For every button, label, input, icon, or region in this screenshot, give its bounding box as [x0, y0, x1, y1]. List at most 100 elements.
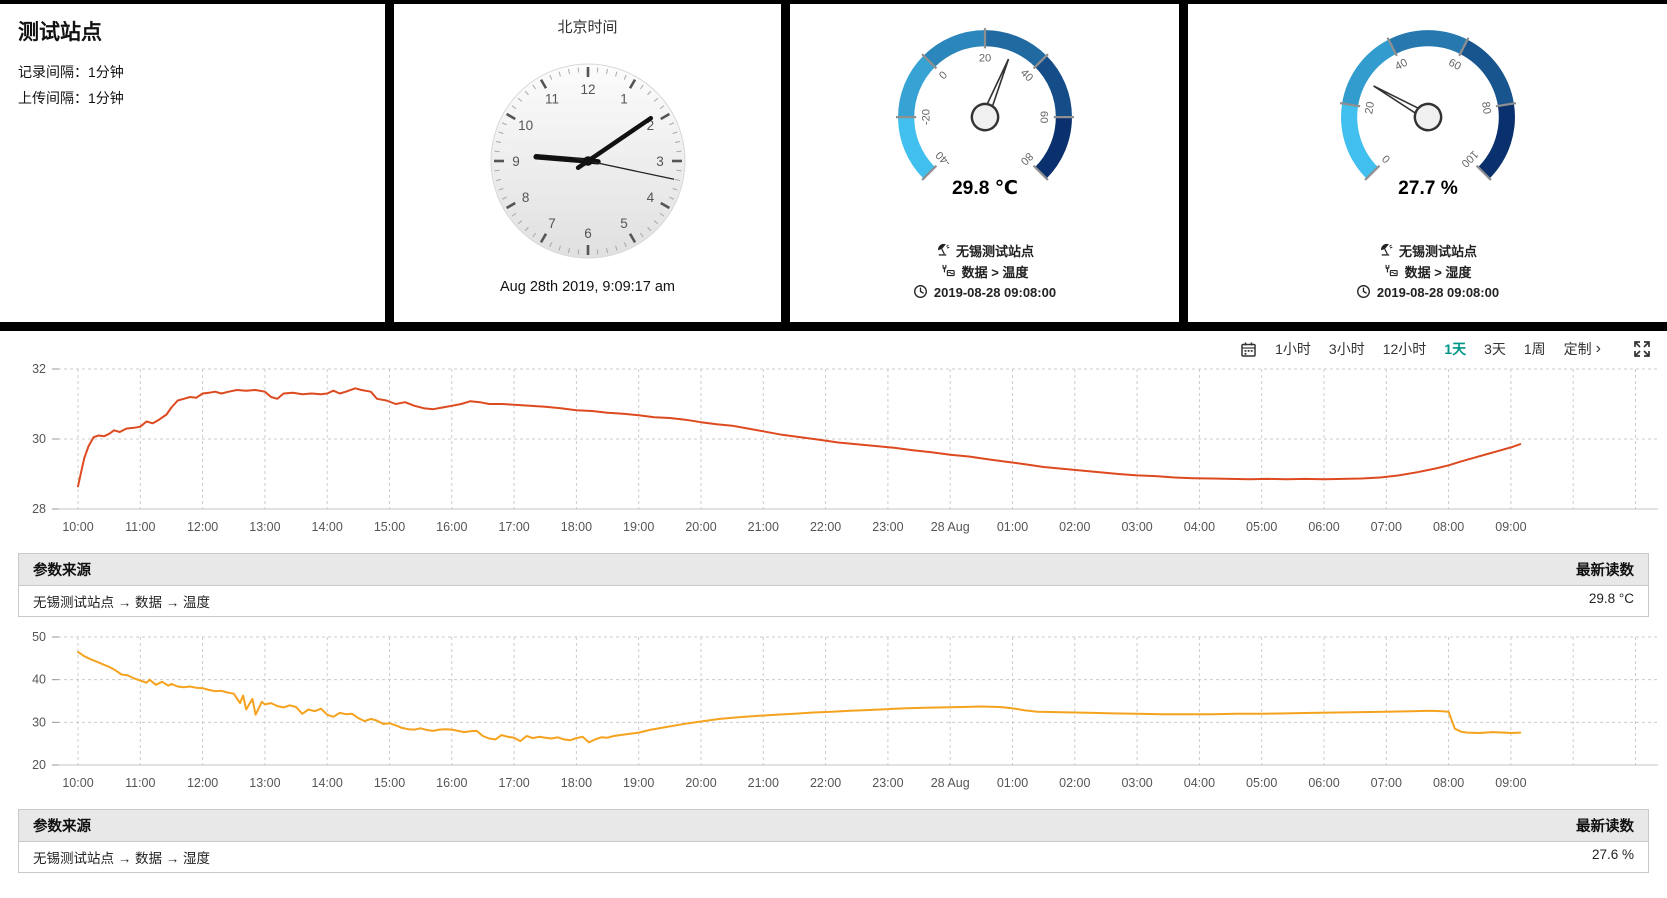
source-header: 参数来源 — [33, 563, 91, 579]
svg-text:04:00: 04:00 — [1184, 520, 1215, 534]
upload-interval-label: 上传间隔：1分钟 — [18, 90, 124, 106]
svg-text:19:00: 19:00 — [623, 776, 654, 790]
svg-text:07:00: 07:00 — [1371, 776, 1402, 790]
svg-text:17:00: 17:00 — [498, 776, 529, 790]
time-range-toolbar: 1小时 3小时 12小时 1天 3天 1周 定制 › — [0, 331, 1667, 361]
svg-text:40: 40 — [1017, 67, 1034, 84]
temperature-gauge-meta: 无锡测试站点 数据 > 温度 2019-08-28 09:08:00 — [913, 240, 1056, 303]
range-1w-button[interactable]: 1周 — [1523, 341, 1546, 357]
svg-text:07:00: 07:00 — [1371, 520, 1402, 534]
svg-text:22:00: 22:00 — [810, 520, 841, 534]
svg-text:10:00: 10:00 — [62, 520, 93, 534]
gauge-timestamp: 2019-08-28 09:08:00 — [933, 285, 1057, 300]
gauge-site-label: 无锡测试站点 — [955, 244, 1034, 259]
svg-text:16:00: 16:00 — [436, 520, 467, 534]
svg-text:4: 4 — [646, 190, 654, 205]
svg-text:19:00: 19:00 — [623, 520, 654, 534]
table-header: 参数来源 最新读数 — [19, 554, 1648, 586]
svg-text:28: 28 — [32, 502, 46, 516]
gauge-source-label: 数据 > 湿度 — [1404, 265, 1472, 280]
svg-text:9: 9 — [512, 154, 520, 169]
table-header: 参数来源 最新读数 — [19, 810, 1648, 842]
temperature-chart: 32 30 28 10:00 11:00 12:00 13:00 14:00 15:00 16:0… — [32, 362, 1658, 534]
svg-text:80: 80 — [1479, 101, 1493, 115]
svg-text:01:00: 01:00 — [997, 776, 1028, 790]
source-header: 参数来源 — [33, 819, 91, 835]
svg-text:09:00: 09:00 — [1495, 776, 1526, 790]
svg-text:60: 60 — [1446, 57, 1462, 73]
svg-text:11: 11 — [544, 91, 558, 106]
svg-text:13:00: 13:00 — [249, 520, 280, 534]
source-path: 无锡测试站点 → 数据 → 温度 — [33, 595, 211, 610]
fullscreen-icon[interactable] — [1633, 340, 1651, 358]
calendar-icon[interactable] — [1240, 341, 1257, 358]
svg-text:12:00: 12:00 — [187, 520, 218, 534]
svg-text:0: 0 — [1380, 152, 1393, 165]
table-row: 无锡测试站点 → 数据 → 温度 29.8 °C — [19, 586, 1648, 616]
temperature-gauge: -40 -20 0 20 40 60 80 29.8 ℃ — [895, 28, 1074, 199]
range-12h-button[interactable]: 12小时 — [1382, 341, 1427, 357]
humidity-chart: 50 40 30 20 10:00 11:00 12:00 13:00 14:00 15:00 16… — [32, 630, 1658, 790]
time-icon — [1356, 284, 1371, 302]
svg-text:20: 20 — [1363, 101, 1377, 115]
reading-value: 27.6 % — [1591, 847, 1634, 862]
svg-text:20: 20 — [978, 52, 990, 64]
svg-text:3: 3 — [656, 154, 664, 169]
reading-header: 最新读数 — [1576, 563, 1634, 579]
time-icon — [913, 284, 928, 302]
site-icon — [935, 242, 950, 260]
source-path: 无锡测试站点 → 数据 → 湿度 — [33, 851, 211, 866]
svg-text:28 Aug: 28 Aug — [931, 520, 970, 534]
svg-text:60: 60 — [1037, 111, 1049, 123]
svg-text:06:00: 06:00 — [1308, 776, 1339, 790]
temperature-gauge-panel: -40 -20 0 20 40 60 80 29.8 ℃ 无锡测试站点 数据 > 温度 201… — [790, 4, 1179, 322]
svg-text:18:00: 18:00 — [561, 520, 592, 534]
source-icon — [1384, 263, 1399, 281]
table-row: 无锡测试站点 → 数据 → 湿度 27.6 % — [19, 842, 1648, 872]
temperature-table: 参数来源 最新读数 无锡测试站点 → 数据 → 温度 29.8 °C — [18, 553, 1649, 617]
svg-text:05:00: 05:00 — [1246, 520, 1277, 534]
range-1d-button[interactable]: 1天 — [1444, 341, 1467, 357]
range-1h-button[interactable]: 1小时 — [1275, 341, 1311, 357]
svg-text:12: 12 — [580, 82, 595, 97]
top-panels: 测试站点 记录间隔：1分钟 上传间隔：1分钟 北京时间 1 2 3 4 5 6 7 8 9 10 1… — [0, 0, 1667, 322]
svg-text:-40: -40 — [933, 149, 953, 169]
humidity-gauge-meta: 无锡测试站点 数据 > 湿度 2019-08-28 09:08:00 — [1356, 240, 1499, 303]
svg-text:08:00: 08:00 — [1433, 520, 1464, 534]
humidity-table: 参数来源 最新读数 无锡测试站点 → 数据 → 湿度 27.6 % — [18, 809, 1649, 873]
svg-text:6: 6 — [584, 226, 592, 241]
svg-text:02:00: 02:00 — [1059, 520, 1090, 534]
svg-text:1: 1 — [620, 91, 628, 106]
svg-text:13:00: 13:00 — [249, 776, 280, 790]
chevron-right-icon: › — [1595, 340, 1601, 357]
svg-text:21:00: 21:00 — [748, 776, 779, 790]
svg-text:04:00: 04:00 — [1184, 776, 1215, 790]
range-3d-button[interactable]: 3天 — [1484, 341, 1506, 357]
svg-text:01:00: 01:00 — [997, 520, 1028, 534]
svg-text:29.8 ℃: 29.8 ℃ — [952, 178, 1018, 199]
gauge-source-label: 数据 > 温度 — [961, 265, 1029, 280]
svg-text:22:00: 22:00 — [810, 776, 841, 790]
svg-text:0: 0 — [937, 69, 950, 82]
svg-text:05:00: 05:00 — [1246, 776, 1277, 790]
range-3h-button[interactable]: 3小时 — [1328, 341, 1365, 357]
humidity-gauge-panel: 0 20 40 60 80 100 27.7 % 无锡测试站点 数据 > 湿度 2019-0… — [1188, 4, 1667, 322]
station-panel: 测试站点 记录间隔：1分钟 上传间隔：1分钟 — [0, 4, 385, 322]
reading-header: 最新读数 — [1576, 819, 1634, 835]
svg-text:80: 80 — [1017, 150, 1034, 167]
svg-text:20:00: 20:00 — [685, 520, 716, 534]
svg-text:06:00: 06:00 — [1308, 520, 1339, 534]
custom-range-label: 定制 — [1563, 341, 1592, 357]
clock-title: 北京时间 — [557, 19, 618, 36]
svg-text:20:00: 20:00 — [685, 776, 716, 790]
svg-text:23:00: 23:00 — [872, 520, 903, 534]
charts-section: 1小时 3小时 12小时 1天 3天 1周 定制 › 32 30 28 10:00 11… — [0, 331, 1667, 898]
svg-text:20: 20 — [32, 758, 46, 772]
svg-text:02:00: 02:00 — [1059, 776, 1090, 790]
site-icon — [1378, 242, 1393, 260]
svg-text:40: 40 — [1393, 57, 1409, 73]
svg-text:8: 8 — [521, 190, 529, 205]
custom-range-button[interactable]: 定制 › — [1564, 339, 1601, 359]
gauge-site-label: 无锡测试站点 — [1398, 244, 1477, 259]
